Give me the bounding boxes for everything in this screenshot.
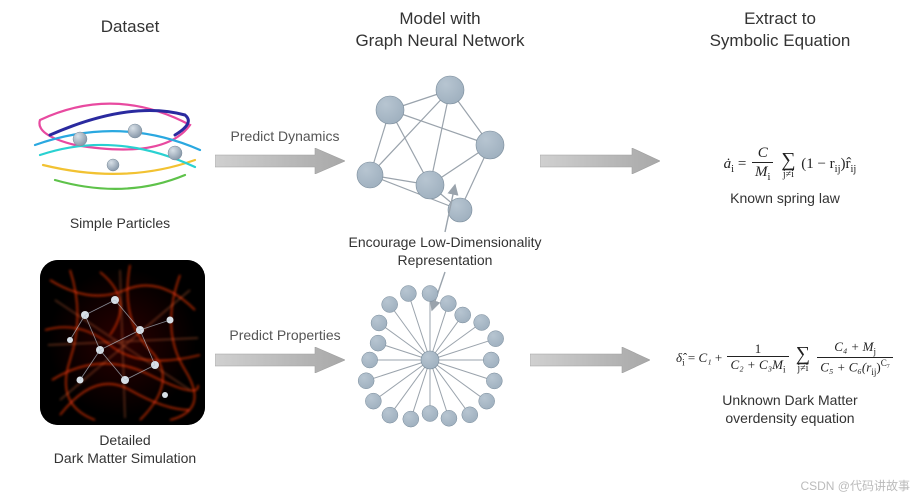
arrow-bottom-right	[530, 347, 650, 373]
caption-unknown-dm: Unknown Dark Matter overdensity equation	[700, 392, 880, 427]
watermark: CSDN @代码讲故事	[800, 477, 910, 494]
equation-dark-matter: δ̂i = C₁ + 1 C₂ + C₃Mi ∑j≠i C₄ + Mj C₅ +…	[648, 340, 920, 378]
